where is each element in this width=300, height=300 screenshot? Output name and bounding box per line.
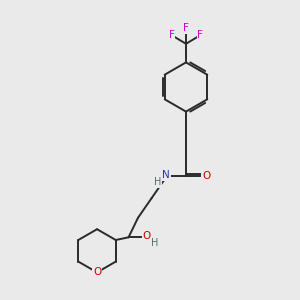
Text: F: F [169, 30, 175, 40]
Text: O: O [93, 267, 101, 278]
Text: H: H [151, 238, 158, 248]
Text: H: H [154, 177, 161, 188]
Text: N: N [162, 170, 170, 180]
Text: O: O [143, 231, 151, 242]
Text: O: O [202, 171, 210, 182]
Text: F: F [197, 30, 203, 40]
Text: F: F [183, 23, 189, 33]
